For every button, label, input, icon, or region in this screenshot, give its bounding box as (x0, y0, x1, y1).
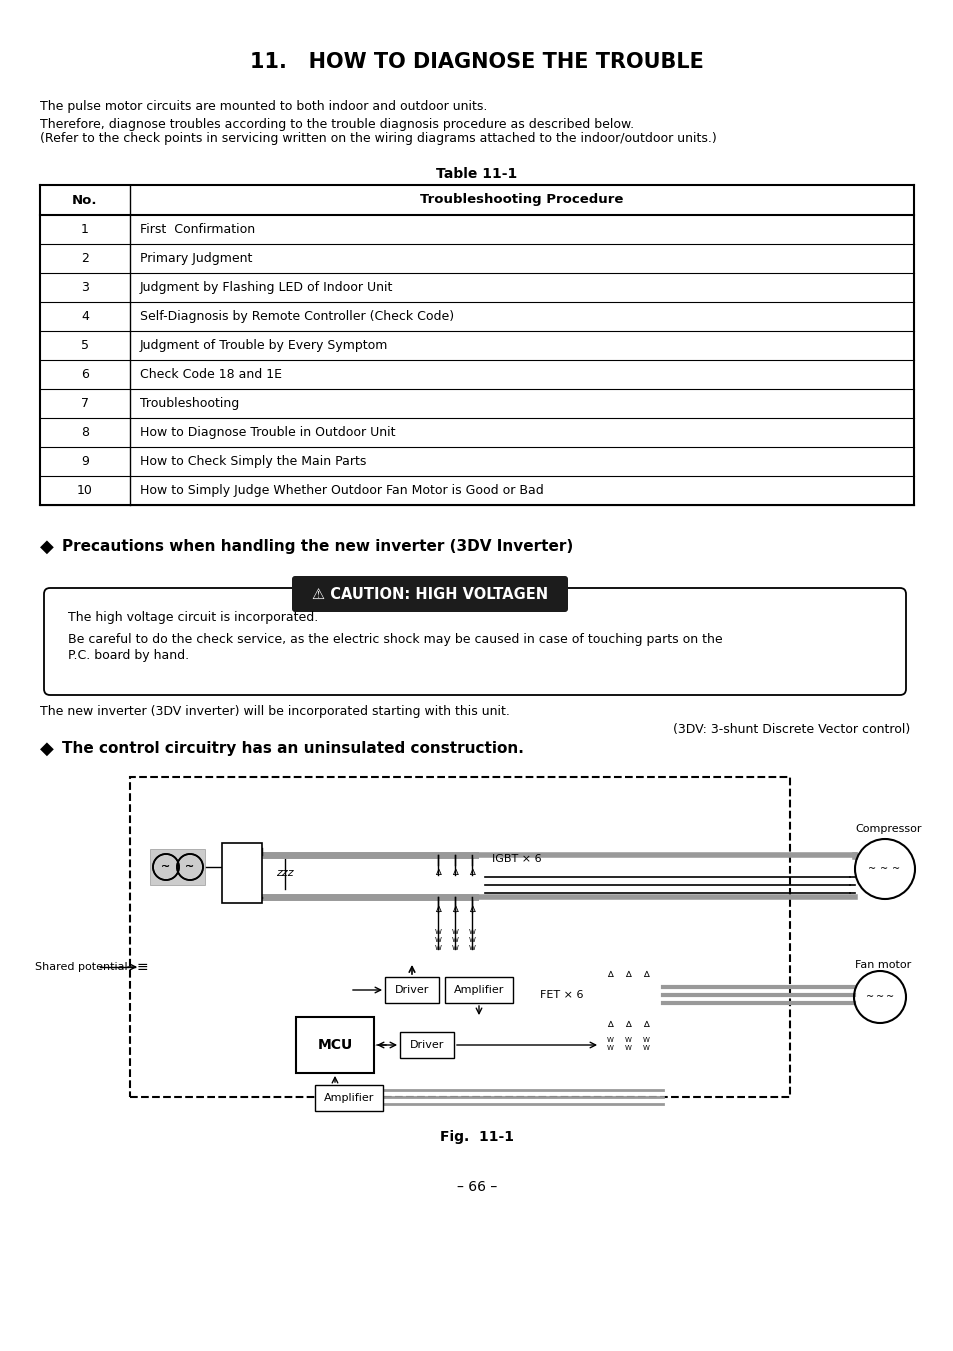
Text: ⊳: ⊳ (433, 866, 442, 874)
Bar (314, 1085, 382, 1111)
Text: ◆: ◆ (40, 740, 53, 758)
Text: ⊳: ⊳ (467, 902, 476, 911)
Text: ⊳: ⊳ (622, 1017, 633, 1025)
Text: Therefore, diagnose troubles according to the trouble diagnosis procedure as des: Therefore, diagnose troubles according t… (40, 118, 634, 131)
Text: ⊳: ⊳ (450, 902, 459, 911)
Text: W: W (451, 938, 458, 943)
Bar (385, 977, 438, 1002)
Bar (222, 843, 262, 902)
Text: ~: ~ (161, 862, 171, 871)
Text: ~: ~ (161, 862, 171, 871)
Text: Amplifier: Amplifier (454, 985, 503, 994)
Text: 2: 2 (81, 253, 89, 265)
Text: ≡: ≡ (136, 961, 148, 974)
Text: ⊳: ⊳ (467, 866, 476, 874)
Text: W: W (435, 944, 441, 951)
Text: ⊳: ⊳ (604, 1017, 615, 1025)
Text: W: W (642, 1038, 649, 1043)
Text: 1: 1 (81, 223, 89, 236)
Text: W: W (468, 944, 475, 951)
Text: Fig.  11-1: Fig. 11-1 (439, 1129, 514, 1144)
Text: ◆: ◆ (40, 538, 53, 557)
Text: The control circuitry has an uninsulated construction.: The control circuitry has an uninsulated… (62, 742, 523, 757)
Text: Troubleshooting Procedure: Troubleshooting Procedure (420, 193, 623, 207)
Text: Table 11-1: Table 11-1 (436, 168, 517, 181)
Text: W: W (468, 929, 475, 935)
Text: 4: 4 (81, 309, 89, 323)
Text: Shared potential: Shared potential (35, 962, 128, 971)
Text: ⚠ CAUTION: HIGH VOLTAGEN: ⚠ CAUTION: HIGH VOLTAGEN (312, 586, 547, 601)
Text: W: W (606, 1038, 613, 1043)
Text: 5: 5 (81, 339, 89, 353)
Text: 10: 10 (77, 484, 92, 497)
Text: 7: 7 (81, 397, 89, 409)
Text: Fan motor: Fan motor (854, 961, 910, 970)
Text: ~: ~ (891, 865, 899, 874)
Text: FET × 6: FET × 6 (539, 990, 583, 1000)
Text: ⊳: ⊳ (640, 967, 650, 975)
Bar (295, 1017, 374, 1073)
Text: 11.   HOW TO DIAGNOSE THE TROUBLE: 11. HOW TO DIAGNOSE THE TROUBLE (250, 51, 703, 72)
Text: The high voltage circuit is incorporated.: The high voltage circuit is incorporated… (68, 612, 318, 624)
Text: ~: ~ (875, 992, 883, 1002)
Text: W: W (451, 944, 458, 951)
Text: Driver: Driver (410, 1040, 444, 1050)
Bar (130, 777, 789, 1097)
Text: ⊳: ⊳ (433, 902, 442, 911)
Text: 3: 3 (81, 281, 89, 295)
FancyBboxPatch shape (292, 576, 567, 612)
Bar (150, 848, 205, 885)
Text: Precautions when handling the new inverter (3DV Inverter): Precautions when handling the new invert… (62, 539, 573, 554)
Text: W: W (606, 1046, 613, 1051)
Text: ⊳: ⊳ (450, 866, 459, 874)
Text: ~: ~ (185, 862, 194, 871)
Text: Be careful to do the check service, as the electric shock may be caused in case : Be careful to do the check service, as t… (68, 634, 721, 647)
Text: The pulse motor circuits are mounted to both indoor and outdoor units.: The pulse motor circuits are mounted to … (40, 100, 487, 113)
Text: ⊳: ⊳ (622, 967, 633, 975)
Text: Judgment by Flashing LED of Indoor Unit: Judgment by Flashing LED of Indoor Unit (140, 281, 393, 295)
Text: P.C. board by hand.: P.C. board by hand. (68, 650, 189, 662)
Text: ⊳: ⊳ (640, 1017, 650, 1025)
Text: The new inverter (3DV inverter) will be incorporated starting with this unit.: The new inverter (3DV inverter) will be … (40, 704, 509, 717)
Bar (293, 588, 566, 596)
Text: ~: ~ (885, 992, 893, 1002)
Text: 6: 6 (81, 367, 89, 381)
Text: W: W (624, 1046, 631, 1051)
Text: W: W (642, 1046, 649, 1051)
Text: ⊳: ⊳ (604, 967, 615, 975)
Text: First  Confirmation: First Confirmation (140, 223, 254, 236)
Text: W: W (468, 938, 475, 943)
Text: Check Code 18 and 1E: Check Code 18 and 1E (140, 367, 282, 381)
Text: – 66 –: – 66 – (456, 1179, 497, 1194)
Text: W: W (435, 938, 441, 943)
Text: W: W (435, 929, 441, 935)
Text: Primary Judgment: Primary Judgment (140, 253, 253, 265)
Text: Judgment of Trouble by Every Symptom: Judgment of Trouble by Every Symptom (140, 339, 388, 353)
Text: ~: ~ (185, 862, 194, 871)
Bar (399, 1032, 454, 1058)
Text: Amplifier: Amplifier (323, 1093, 374, 1102)
Text: Self-Diagnosis by Remote Controller (Check Code): Self-Diagnosis by Remote Controller (Che… (140, 309, 454, 323)
Text: No.: No. (72, 193, 97, 207)
Text: How to Diagnose Trouble in Outdoor Unit: How to Diagnose Trouble in Outdoor Unit (140, 426, 395, 439)
Text: ~: ~ (867, 865, 875, 874)
Text: W: W (624, 1038, 631, 1043)
Text: W: W (451, 929, 458, 935)
Text: (Refer to the check points in servicing written on the wiring diagrams attached : (Refer to the check points in servicing … (40, 132, 716, 145)
Text: 9: 9 (81, 455, 89, 467)
Text: How to Simply Judge Whether Outdoor Fan Motor is Good or Bad: How to Simply Judge Whether Outdoor Fan … (140, 484, 543, 497)
Text: MCU: MCU (317, 1038, 353, 1052)
Text: IGBT × 6: IGBT × 6 (492, 854, 541, 865)
Text: Troubleshooting: Troubleshooting (140, 397, 239, 409)
Text: 8: 8 (81, 426, 89, 439)
Text: ~: ~ (879, 865, 887, 874)
Text: Compressor: Compressor (854, 824, 921, 834)
Text: How to Check Simply the Main Parts: How to Check Simply the Main Parts (140, 455, 366, 467)
Text: ~: ~ (865, 992, 873, 1002)
Bar (444, 977, 513, 1002)
Text: (3DV: 3-shunt Discrete Vector control): (3DV: 3-shunt Discrete Vector control) (672, 723, 909, 735)
Text: Driver: Driver (395, 985, 429, 994)
Text: zzz: zzz (276, 867, 294, 878)
